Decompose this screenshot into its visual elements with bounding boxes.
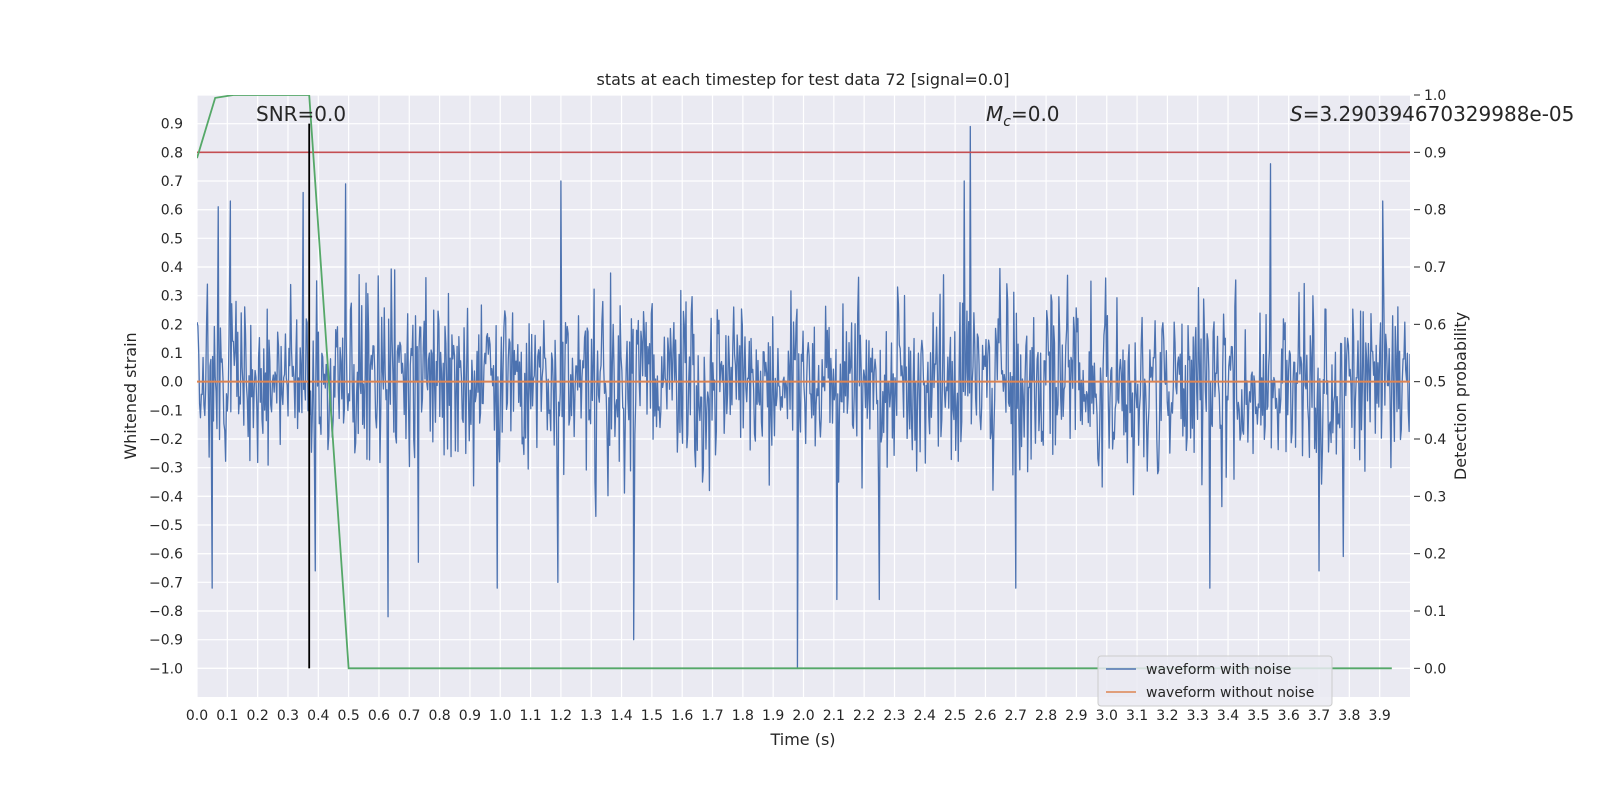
y2-tick-label: 0.6 — [1424, 317, 1446, 333]
y-tick-label: −0.4 — [149, 489, 183, 505]
y2-tick-label: 0.8 — [1424, 203, 1446, 219]
y2-tick-label: 0.7 — [1424, 260, 1446, 276]
y2-tick-label: 0.3 — [1424, 489, 1446, 505]
x-tick-label: 2.4 — [914, 708, 936, 724]
y-tick-label: −0.3 — [149, 461, 183, 477]
x-tick-label: 0.9 — [459, 708, 481, 724]
y2-tick-label: 0.0 — [1424, 661, 1446, 677]
x-tick-label: 3.1 — [1126, 708, 1148, 724]
x-tick-label: 2.2 — [853, 708, 875, 724]
s-value: =3.290394670329988e-05 — [1303, 102, 1575, 126]
x-tick-label: 0.6 — [368, 708, 390, 724]
x-tick-label: 1.7 — [701, 708, 723, 724]
x-tick-label: 0.3 — [277, 708, 299, 724]
y-tick-label: −0.9 — [149, 633, 183, 649]
mc-subscript: c — [1003, 114, 1011, 130]
y-axis-label: Whitened strain — [121, 332, 140, 459]
y-tick-label: 0.5 — [161, 231, 183, 247]
chirp-mass-annotation: Mc=0.0 — [986, 102, 1060, 130]
y-tick-label: 0.7 — [161, 174, 183, 190]
y2-tick-label: 1.0 — [1424, 88, 1446, 104]
x-tick-label: 2.7 — [1005, 708, 1027, 724]
x-tick-label: 2.3 — [883, 708, 905, 724]
s-symbol: S — [1290, 102, 1303, 126]
y-tick-label: 0.3 — [161, 289, 183, 305]
mc-symbol: M — [986, 102, 1003, 126]
y-tick-label: −0.5 — [149, 518, 183, 534]
legend-label-noise: waveform with noise — [1146, 662, 1291, 678]
x-tick-label: 0.5 — [337, 708, 359, 724]
y-tick-label: 0.8 — [161, 145, 183, 161]
x-tick-label: 0.4 — [307, 708, 329, 724]
overlay-lines-group — [197, 95, 1410, 670]
x-tick-label: 3.9 — [1369, 708, 1391, 724]
x-tick-label: 1.9 — [762, 708, 784, 724]
y2-tick-label: 0.9 — [1424, 145, 1446, 161]
noise-waveform-line — [197, 125, 1410, 669]
s-annotation: S=3.290394670329988e-05 — [1290, 102, 1574, 126]
x-tick-label: 2.9 — [1065, 708, 1087, 724]
y-tick-label: 0.2 — [161, 317, 183, 333]
x-tick-label: 0.8 — [428, 708, 450, 724]
x-tick-label: 1.5 — [641, 708, 663, 724]
x-tick-label: 1.6 — [671, 708, 693, 724]
y2-axis-label: Detection probability — [1451, 312, 1470, 480]
y-tick-label: −0.8 — [149, 604, 183, 620]
y-tick-label: −0.7 — [149, 575, 183, 591]
mc-value: =0.0 — [1011, 102, 1060, 126]
x-tick-label: 3.6 — [1278, 708, 1300, 724]
x-tick-label: 0.1 — [216, 708, 238, 724]
x-tick-label: 0.0 — [186, 708, 208, 724]
y2-tick-label: 0.4 — [1424, 432, 1446, 448]
x-tick-label: 1.2 — [550, 708, 572, 724]
x-tick-label: 1.3 — [580, 708, 602, 724]
detection-probability-line — [197, 95, 1392, 670]
x-tick-label: 3.3 — [1187, 708, 1209, 724]
y2-tick-label: 0.1 — [1424, 604, 1446, 620]
x-tick-label: 2.5 — [944, 708, 966, 724]
y2-tick-label: 0.5 — [1424, 375, 1446, 391]
y-tick-label: 0.1 — [161, 346, 183, 362]
y-tick-label: 0.6 — [161, 203, 183, 219]
x-tick-label: 2.1 — [823, 708, 845, 724]
y-tick-label: −0.6 — [149, 547, 183, 563]
x-tick-label: 1.4 — [610, 708, 632, 724]
y-tick-label: 0.9 — [161, 117, 183, 133]
x-tick-label: 3.5 — [1247, 708, 1269, 724]
legend-label-clean: waveform without noise — [1146, 685, 1314, 701]
x-tick-label: 3.7 — [1308, 708, 1330, 724]
x-tick-label: 2.6 — [974, 708, 996, 724]
x-tick-label: 3.4 — [1217, 708, 1239, 724]
x-tick-label: 2.0 — [792, 708, 814, 724]
tick-labels: 0.0 0.1 0.2 0.3 0.4 0.5 0.6 0.7 0.8 0.9 1.0 1.1 1.2 1… — [149, 88, 1446, 724]
legend: waveform with noise waveform without noi… — [1097, 655, 1333, 707]
x-tick-label: 1.1 — [519, 708, 541, 724]
legend-box — [1097, 655, 1333, 707]
y-tick-label: 0.4 — [161, 260, 183, 276]
x-tick-label: 2.8 — [1035, 708, 1057, 724]
x-tick-label: 3.8 — [1338, 708, 1360, 724]
x-axis-label: Time (s) — [769, 730, 835, 749]
x-tick-label: 0.2 — [247, 708, 269, 724]
chart-title: stats at each timestep for test data 72 … — [597, 70, 1010, 89]
x-tick-label: 3.2 — [1156, 708, 1178, 724]
y-tick-label: −0.1 — [149, 403, 183, 419]
x-tick-label: 0.7 — [398, 708, 420, 724]
x-tick-label: 1.8 — [732, 708, 754, 724]
y-tick-label: −0.2 — [149, 432, 183, 448]
noise-waveform-group — [197, 125, 1410, 669]
x-tick-label: 1.0 — [489, 708, 511, 724]
y-tick-label: 0.0 — [161, 375, 183, 391]
y2-tick-label: 0.2 — [1424, 547, 1446, 563]
x-tick-label: 3.0 — [1096, 708, 1118, 724]
y-tick-label: −1.0 — [149, 661, 183, 677]
snr-annotation: SNR=0.0 — [256, 102, 346, 126]
